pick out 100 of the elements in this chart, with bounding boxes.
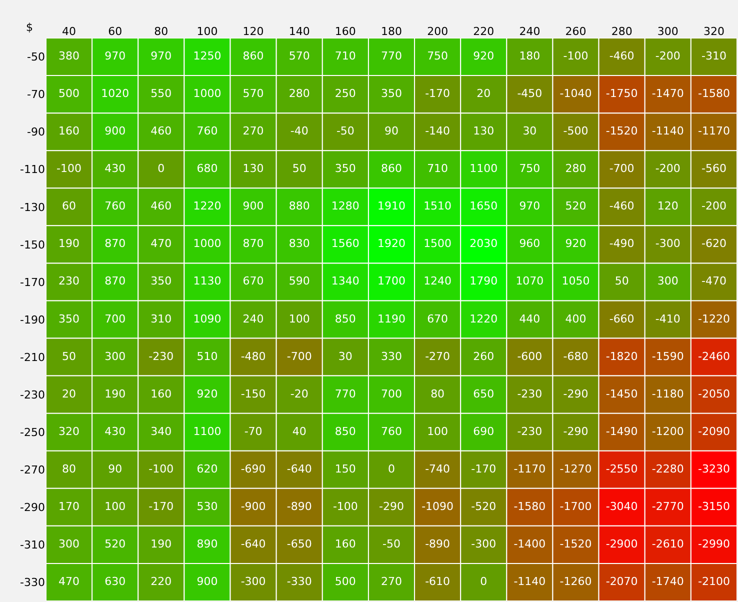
y-tick-label: -50 — [27, 50, 45, 64]
data-label: 100 — [104, 500, 126, 513]
data-label: -1580 — [514, 500, 546, 513]
data-label: -700 — [609, 162, 634, 176]
data-label: 340 — [150, 424, 172, 438]
data-label: -1820 — [606, 350, 638, 363]
data-label: 30 — [522, 124, 537, 138]
y-tick-label: -90 — [27, 126, 45, 139]
data-label: 300 — [657, 274, 678, 288]
x-tick-label: 300 — [657, 24, 678, 38]
data-label: 470 — [58, 574, 80, 588]
data-label: 1000 — [193, 87, 222, 100]
data-label: 50 — [614, 274, 629, 288]
x-tick-label: 220 — [473, 24, 494, 38]
data-label: -2280 — [652, 462, 684, 476]
data-label: -140 — [425, 124, 450, 138]
data-label: 1340 — [331, 274, 360, 288]
data-label: 1050 — [562, 274, 590, 288]
data-label: -1170 — [698, 124, 730, 138]
data-label: -640 — [286, 462, 312, 476]
data-label: 300 — [58, 537, 80, 550]
data-label: -1140 — [514, 574, 546, 588]
data-label: 230 — [58, 274, 80, 288]
data-label: 1500 — [424, 237, 452, 250]
data-label: -2990 — [698, 537, 730, 550]
data-label: 350 — [334, 162, 356, 176]
data-label: -1520 — [606, 124, 638, 138]
data-label: 1250 — [193, 50, 222, 63]
data-label: -600 — [517, 350, 542, 363]
data-label: -2070 — [606, 574, 638, 588]
data-label: 750 — [519, 162, 540, 176]
data-label: 1100 — [193, 424, 222, 438]
data-label: 350 — [58, 312, 80, 326]
data-label: -680 — [563, 350, 588, 363]
data-label: 960 — [519, 237, 540, 250]
data-label: 260 — [473, 350, 494, 363]
data-label: 870 — [104, 274, 126, 288]
data-label: 220 — [150, 574, 172, 588]
data-label: -1450 — [606, 387, 638, 400]
data-label: 460 — [150, 200, 172, 213]
data-label: 500 — [334, 574, 356, 588]
data-label: 670 — [427, 312, 448, 326]
data-label: 270 — [242, 124, 264, 138]
data-label: 510 — [196, 350, 218, 363]
data-label: -2460 — [698, 350, 730, 363]
data-label: 1700 — [378, 274, 406, 288]
data-label: 0 — [480, 574, 488, 588]
data-label: 890 — [196, 537, 218, 550]
data-label: 760 — [104, 200, 126, 213]
x-tick-label: 260 — [565, 24, 586, 38]
data-label: 1000 — [193, 237, 222, 250]
data-label: 320 — [58, 424, 80, 438]
data-label: 710 — [427, 162, 448, 176]
data-label: 90 — [384, 124, 398, 138]
data-label: -2050 — [698, 387, 730, 400]
data-label: 430 — [104, 424, 126, 438]
data-label: -3150 — [698, 500, 730, 513]
data-label: 240 — [242, 312, 264, 326]
data-label: 60 — [62, 200, 76, 213]
y-tick-label: -190 — [20, 313, 45, 326]
x-tick-label: 200 — [427, 24, 448, 38]
data-label: -690 — [240, 462, 266, 476]
data-label: 830 — [288, 237, 310, 250]
data-label: 880 — [288, 200, 310, 213]
data-label: -1750 — [606, 87, 638, 100]
data-label: -610 — [425, 574, 450, 588]
data-label: -230 — [517, 387, 542, 400]
data-label: -2100 — [698, 574, 730, 588]
x-tick-label: 140 — [288, 24, 310, 38]
data-label: 270 — [381, 574, 402, 588]
data-label: -1700 — [560, 500, 592, 513]
data-label: 380 — [58, 50, 80, 63]
data-label: 870 — [242, 237, 264, 250]
data-label: 0 — [158, 162, 165, 176]
data-label: 1650 — [470, 200, 498, 213]
data-label: -290 — [379, 500, 404, 513]
data-label: 630 — [104, 574, 126, 588]
data-label: 860 — [242, 50, 264, 63]
data-label: -520 — [471, 500, 496, 513]
data-label: 1920 — [378, 237, 406, 250]
x-tick-label: 180 — [381, 24, 402, 38]
data-label: 40 — [292, 424, 306, 438]
y-tick-label: -110 — [20, 163, 45, 176]
data-label: -1400 — [514, 537, 546, 550]
data-label: 30 — [338, 350, 352, 363]
data-label: -2900 — [606, 537, 638, 550]
data-label: -640 — [240, 537, 266, 550]
data-label: -290 — [563, 424, 588, 438]
data-label: 1190 — [378, 312, 406, 326]
data-label: 80 — [430, 387, 445, 400]
data-label: -1490 — [606, 424, 638, 438]
data-label: 430 — [104, 162, 126, 176]
data-label: 970 — [150, 50, 172, 63]
data-label: 160 — [58, 124, 80, 138]
data-label: -410 — [655, 312, 680, 326]
data-label: 300 — [104, 350, 126, 363]
data-label: -100 — [56, 162, 82, 176]
data-label: 750 — [427, 50, 448, 63]
data-label: 690 — [473, 424, 494, 438]
data-label: 760 — [381, 424, 402, 438]
